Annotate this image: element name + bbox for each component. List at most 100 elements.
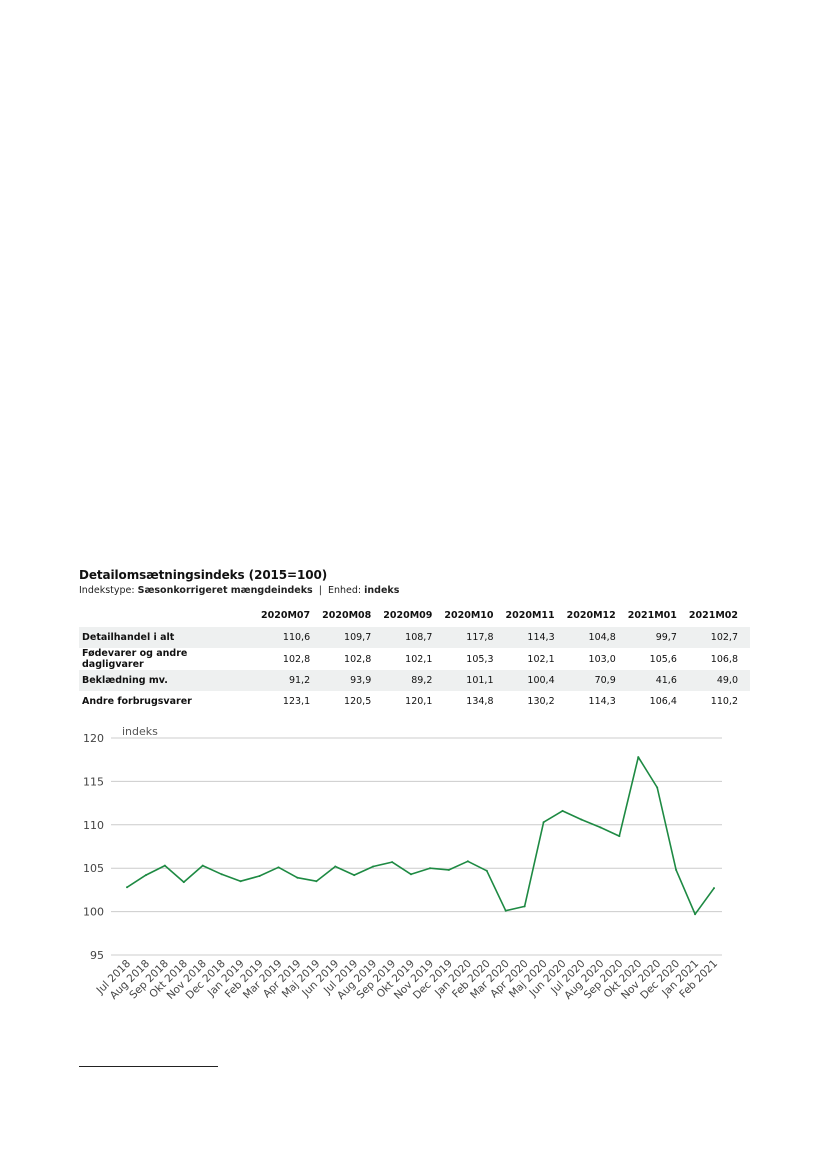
data-point <box>428 867 431 870</box>
table-cell: 106,8 <box>688 648 750 670</box>
row-label: Fødevarer og andre dagligvarer <box>79 648 261 670</box>
table-cell: 106,4 <box>627 691 689 712</box>
data-point <box>353 874 356 877</box>
data-point <box>334 865 337 868</box>
column-header: 2020M10 <box>444 609 494 621</box>
row-label: Beklædning mv. <box>79 670 261 691</box>
column-header: 2020M11 <box>505 609 555 621</box>
table-row: Andre forbrugsvarer 123,1 120,5 120,1 13… <box>79 691 750 712</box>
column-header: 2020M09 <box>383 609 433 621</box>
column-header: 2021M01 <box>627 609 677 621</box>
data-point <box>277 866 280 869</box>
data-point <box>618 835 621 838</box>
data-point <box>126 886 128 889</box>
data-point <box>599 826 602 829</box>
table-cell: 104,8 <box>566 627 628 648</box>
table-row: Detailhandel i alt 110,6 109,7 108,7 117… <box>79 627 750 648</box>
table-cell: 93,9 <box>322 670 384 691</box>
data-point <box>542 821 545 824</box>
table-cell: 105,3 <box>444 648 506 670</box>
table-cell: 120,5 <box>322 691 384 712</box>
table-cell: 108,7 <box>383 627 445 648</box>
table-cell: 110,2 <box>688 691 750 712</box>
series-line <box>126 756 715 916</box>
data-point <box>239 880 242 883</box>
table-cell: 102,7 <box>688 627 750 648</box>
table-cell: 49,0 <box>688 670 750 691</box>
y-tick-label: 105 <box>83 862 104 875</box>
y-tick-label: 120 <box>83 732 104 745</box>
column-header: 2021M02 <box>688 609 738 621</box>
data-point <box>296 876 299 879</box>
table-cell: 103,0 <box>566 648 628 670</box>
table-cell: 99,7 <box>627 627 689 648</box>
table-cell: 110,6 <box>261 627 323 648</box>
table-cell: 114,3 <box>566 691 628 712</box>
data-point <box>315 880 318 883</box>
data-point <box>144 874 147 877</box>
data-point <box>182 881 185 884</box>
table-header-row: 2020M07 2020M08 2020M09 2020M10 2020M11 … <box>79 603 750 627</box>
table-cell: 70,9 <box>566 670 628 691</box>
data-point <box>656 786 659 789</box>
table-cell: 102,1 <box>383 648 445 670</box>
table-header: Detailomsætningsindeks (2015=100) Indeks… <box>79 568 759 596</box>
table-cell: 89,2 <box>383 670 445 691</box>
subtitle-separator: | <box>318 585 322 596</box>
table-cell: 41,6 <box>627 670 689 691</box>
data-point <box>466 860 469 863</box>
table-cell: 114,3 <box>505 627 567 648</box>
y-tick-label: 100 <box>83 906 104 919</box>
data-point <box>637 756 640 759</box>
table-cell: 117,8 <box>444 627 506 648</box>
data-point <box>258 875 261 878</box>
column-header: 2020M12 <box>566 609 616 621</box>
data-point <box>694 913 697 916</box>
table-cell: 102,8 <box>261 648 323 670</box>
indekstype-label: Indekstype: <box>79 585 135 596</box>
y-tick-label: 95 <box>90 949 104 962</box>
y-axis-label: indeks <box>122 725 158 738</box>
data-point <box>580 818 583 821</box>
table-cell: 134,8 <box>444 691 506 712</box>
footnote-divider <box>79 1066 218 1067</box>
column-header: 2020M07 <box>261 609 311 621</box>
y-tick-labels: 95 100 105 110 115 120 <box>83 732 104 962</box>
column-header: 2020M08 <box>322 609 372 621</box>
table-cell: 120,1 <box>383 691 445 712</box>
data-point <box>561 809 564 812</box>
data-point <box>220 873 223 876</box>
table-cell: 123,1 <box>261 691 323 712</box>
data-point <box>372 865 375 868</box>
data-point <box>163 864 166 867</box>
data-point <box>713 887 715 890</box>
indekstype-value: Sæsonkorrigeret mængdeindeks <box>137 585 313 596</box>
data-point <box>201 864 204 867</box>
table-cell: 100,4 <box>505 670 567 691</box>
y-tick-label: 115 <box>83 775 104 788</box>
data-point <box>485 869 488 872</box>
table-row: Fødevarer og andre dagligvarer 102,8 102… <box>79 648 750 670</box>
table-subtitle: Indekstype: Sæsonkorrigeret mængdeindeks… <box>79 585 759 596</box>
table-cell: 101,1 <box>444 670 506 691</box>
data-point <box>410 873 413 876</box>
enhed-value: indeks <box>364 585 400 596</box>
data-point <box>675 868 678 871</box>
enhed-label: Enhed: <box>327 585 362 596</box>
data-table: 2020M07 2020M08 2020M09 2020M10 2020M11 … <box>79 603 750 712</box>
table-cell: 109,7 <box>322 627 384 648</box>
table-cell: 102,8 <box>322 648 384 670</box>
row-label: Andre forbrugsvarer <box>79 691 261 712</box>
data-point <box>504 909 507 912</box>
table-cell: 105,6 <box>627 648 689 670</box>
data-point <box>391 861 394 864</box>
series-layer <box>126 756 715 916</box>
table-title: Detailomsætningsindeks (2015=100) <box>79 568 328 582</box>
header-empty-cell <box>79 603 261 627</box>
data-point <box>523 905 526 908</box>
y-tick-label: 110 <box>83 819 104 832</box>
table-cell: 102,1 <box>505 648 567 670</box>
grid-lines <box>111 737 722 956</box>
